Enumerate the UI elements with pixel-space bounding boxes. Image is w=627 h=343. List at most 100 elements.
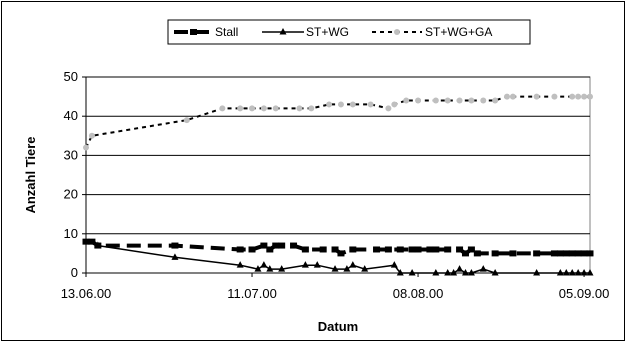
x-tick-label: 05.09.00 <box>559 286 610 301</box>
data-point-st-wg-ga <box>337 101 344 108</box>
data-point-st-wg <box>278 265 286 272</box>
legend-label-stall: Stall <box>215 25 238 39</box>
data-point-st-wg <box>456 265 464 272</box>
data-point-st-wg-ga <box>581 93 588 100</box>
data-point-st-wg-ga <box>468 97 475 104</box>
data-point-stall <box>568 250 576 257</box>
data-point-stall <box>467 246 475 253</box>
data-point-st-wg-ga <box>569 93 576 100</box>
data-point-st-wg-ga <box>385 105 392 112</box>
legend-label-st-wg-ga: ST+WG+GA <box>425 25 492 39</box>
data-point-stall <box>171 242 179 249</box>
data-point-st-wg <box>390 261 398 268</box>
x-tick-label: 08.08.00 <box>393 286 444 301</box>
series-st-wg-ga <box>83 93 593 151</box>
data-point-st-wg <box>236 261 244 268</box>
legend-label-st-wg: ST+WG <box>306 25 349 39</box>
data-point-st-wg <box>479 265 487 272</box>
x-tick-label: 11.07.00 <box>227 286 277 301</box>
data-point-st-wg <box>313 261 321 268</box>
data-point-stall <box>562 250 570 257</box>
data-point-stall <box>337 250 345 257</box>
data-point-st-wg <box>562 269 570 276</box>
data-point-stall <box>533 250 541 257</box>
data-point-stall <box>248 246 256 253</box>
data-point-st-wg <box>408 269 416 276</box>
legend-marker-st-wg-ga <box>394 29 400 35</box>
data-point-st-wg <box>343 265 351 272</box>
series-stall <box>82 238 594 257</box>
data-point-st-wg-ga <box>367 101 374 108</box>
data-point-st-wg-ga <box>249 105 256 112</box>
data-point-stall <box>473 250 481 257</box>
data-point-stall <box>236 246 244 253</box>
data-point-stall <box>432 246 440 253</box>
data-point-st-wg <box>556 269 564 276</box>
data-point-st-wg-ga <box>219 105 226 112</box>
data-point-st-wg-ga <box>492 97 499 104</box>
data-point-st-wg-ga <box>587 93 593 100</box>
data-point-st-wg <box>586 269 594 276</box>
data-point-st-wg-ga <box>88 132 95 139</box>
data-point-stall <box>384 246 392 253</box>
data-point-st-wg-ga <box>456 97 463 104</box>
y-tick-label: 40 <box>64 108 78 123</box>
x-tick-label: 13.06.00 <box>61 286 112 301</box>
data-point-st-wg <box>361 265 369 272</box>
data-point-stall <box>461 250 469 257</box>
data-point-st-wg <box>461 269 469 276</box>
data-point-st-wg-ga <box>391 101 398 108</box>
y-tick-label: 30 <box>64 147 78 162</box>
data-point-st-wg-ga <box>575 93 582 100</box>
data-point-st-wg <box>467 269 475 276</box>
legend-marker-stall <box>190 29 197 35</box>
data-point-st-wg-ga <box>237 105 244 112</box>
data-point-st-wg <box>349 261 357 268</box>
data-point-st-wg-ga <box>415 97 422 104</box>
data-point-stall <box>444 246 452 253</box>
data-point-st-wg <box>491 269 499 276</box>
y-axis-title: Anzahl Tiere <box>23 136 38 213</box>
data-point-st-wg <box>396 269 404 276</box>
y-tick-label: 0 <box>71 265 78 280</box>
legend-marker-st-wg <box>279 28 287 35</box>
data-point-stall <box>408 246 416 253</box>
data-point-st-wg <box>432 269 440 276</box>
data-point-stall <box>509 250 517 257</box>
data-point-st-wg-ga <box>444 97 451 104</box>
data-point-st-wg-ga <box>403 97 410 104</box>
data-point-stall <box>491 250 499 257</box>
data-point-st-wg-ga <box>509 93 516 100</box>
data-point-stall <box>580 250 588 257</box>
data-point-st-wg-ga <box>272 105 279 112</box>
legend-box <box>167 19 531 45</box>
data-point-stall <box>94 242 102 249</box>
legend: Stall ST+WG ST+WG+GA <box>167 19 531 45</box>
y-tick-label: 10 <box>64 226 78 241</box>
data-point-stall <box>331 246 339 253</box>
data-point-stall <box>290 242 298 249</box>
data-point-st-wg <box>331 265 339 272</box>
series-st-wg <box>82 237 594 276</box>
data-point-stall <box>272 242 280 249</box>
data-point-stall <box>319 246 327 253</box>
data-point-stall <box>260 242 268 249</box>
data-point-stall <box>426 246 434 253</box>
data-point-stall <box>373 246 381 253</box>
data-point-st-wg <box>580 269 588 276</box>
data-point-st-wg-ga <box>349 101 356 108</box>
data-point-stall <box>414 246 422 253</box>
data-point-st-wg <box>533 269 541 276</box>
data-point-st-wg <box>301 261 309 268</box>
data-point-stall <box>88 238 96 245</box>
data-point-stall <box>556 250 564 257</box>
data-point-st-wg <box>568 269 576 276</box>
data-point-stall <box>301 246 309 253</box>
data-point-stall <box>550 250 558 257</box>
y-tick-label: 20 <box>64 187 78 202</box>
data-point-st-wg <box>266 265 274 272</box>
data-point-stall <box>278 242 286 249</box>
data-point-stall <box>266 246 274 253</box>
data-point-st-wg-ga <box>308 105 315 112</box>
